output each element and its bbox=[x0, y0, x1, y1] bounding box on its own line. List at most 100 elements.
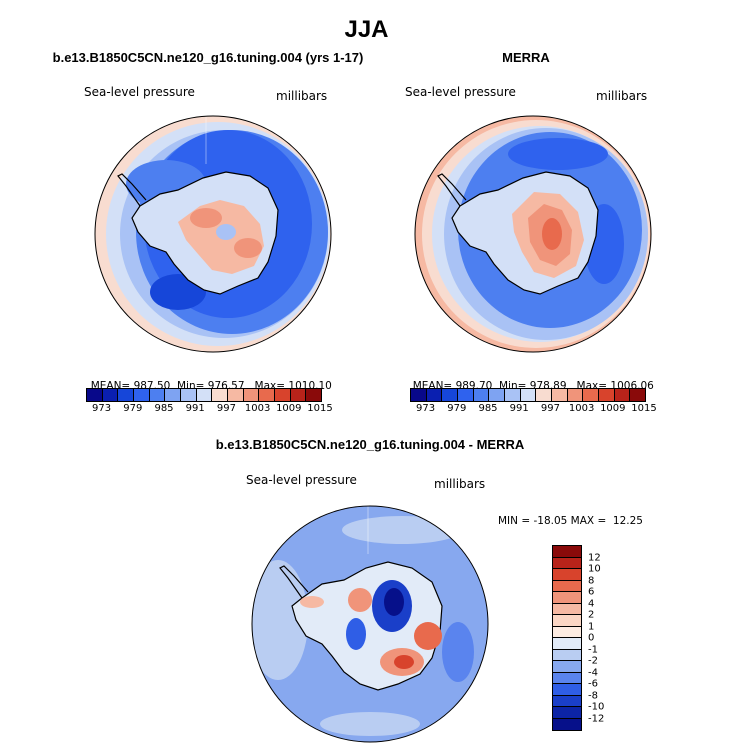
colorbar-swatch bbox=[87, 389, 103, 401]
colorbar-swatch bbox=[553, 569, 581, 581]
colorbar-swatch bbox=[259, 389, 276, 401]
colorbar-swatch bbox=[442, 389, 459, 401]
colorbar-swatch bbox=[553, 638, 581, 650]
colorbar-swatch bbox=[536, 389, 553, 401]
colorbar-tick-label: 0 bbox=[588, 632, 595, 644]
colorbar-swatch bbox=[275, 389, 291, 401]
colorbar-tick-label: 985 bbox=[478, 403, 498, 414]
colorbar-swatch bbox=[118, 389, 135, 401]
colorbar-swatch bbox=[520, 389, 537, 401]
colorbar-swatch bbox=[426, 389, 443, 401]
colorbar-swatch bbox=[149, 389, 166, 401]
colorbar-tick-label: 979 bbox=[447, 403, 467, 414]
panel-model-peninsula bbox=[117, 173, 147, 207]
colorbar-swatch bbox=[553, 707, 581, 719]
panel-diff-anomaly-neg-core bbox=[384, 588, 404, 616]
colorbar-tick-label: 973 bbox=[92, 403, 112, 414]
panel-diff-anomaly-neg-west bbox=[346, 618, 366, 650]
colorbar-swatch bbox=[553, 557, 581, 569]
panel-diff-colorbar-labels: 12 10 8 6 4 2 1 0 -1 -2 -4 -6 -8 -10 -12 bbox=[588, 545, 618, 731]
colorbar-swatch bbox=[614, 389, 631, 401]
panel-diff-light-north bbox=[342, 516, 462, 544]
panel-merra-colorbar-labels: 973 979 985 991 997 1003 1009 1015 bbox=[410, 403, 657, 417]
colorbar-swatch bbox=[243, 389, 260, 401]
panel-diff-title: b.e13.B1850C5CN.ne120_g16.tuning.004 - M… bbox=[215, 437, 525, 452]
colorbar-tick-label: -4 bbox=[588, 667, 598, 678]
colorbar-swatch bbox=[553, 661, 581, 673]
panel-diff-polar-map bbox=[251, 504, 489, 743]
colorbar-swatch bbox=[228, 389, 244, 401]
colorbar-tick-label: 997 bbox=[216, 403, 236, 414]
colorbar-tick-label: 6 bbox=[588, 586, 595, 598]
colorbar-swatch bbox=[553, 626, 581, 638]
colorbar-swatch bbox=[212, 389, 229, 401]
colorbar-swatch bbox=[489, 389, 506, 401]
colorbar-tick-label: 12 bbox=[588, 552, 601, 563]
colorbar-tick-label: 1009 bbox=[276, 403, 302, 414]
colorbar-swatch bbox=[458, 389, 474, 401]
panel-merra-peninsula bbox=[437, 173, 467, 207]
panel-diff-dark-east bbox=[442, 622, 474, 682]
colorbar-swatch bbox=[553, 580, 581, 592]
colorbar-tick-label: 991 bbox=[509, 403, 529, 414]
colorbar-swatch bbox=[411, 389, 427, 401]
colorbar-swatch bbox=[599, 389, 615, 401]
colorbar-swatch bbox=[583, 389, 600, 401]
panel-model-interior-low bbox=[216, 224, 236, 240]
colorbar-tick-label: -2 bbox=[588, 655, 598, 667]
colorbar-swatch bbox=[553, 718, 581, 730]
panel-merra-map-border bbox=[414, 115, 652, 353]
colorbar-swatch bbox=[473, 389, 490, 401]
panel-merra-colorbar bbox=[410, 388, 646, 402]
colorbar-tick-label: 997 bbox=[540, 403, 560, 414]
colorbar-swatch bbox=[553, 672, 581, 684]
colorbar-swatch bbox=[181, 389, 197, 401]
colorbar-swatch bbox=[553, 684, 581, 696]
panel-merra-variable-label: Sea-level pressure bbox=[405, 85, 516, 99]
colorbar-swatch bbox=[553, 695, 581, 707]
colorbar-swatch bbox=[134, 389, 150, 401]
panel-diff-light-west bbox=[252, 560, 308, 680]
panel-merra-polar-map bbox=[414, 115, 652, 353]
colorbar-tick-label: -10 bbox=[588, 701, 605, 713]
panel-model-units-label: millibars bbox=[276, 89, 328, 103]
panel-model-colorbar-labels: 973 979 985 991 997 1003 1009 1015 bbox=[86, 403, 333, 417]
colorbar-tick-label: 1003 bbox=[568, 403, 595, 414]
panel-diff-minmax: MIN = -18.05 MAX = 12.25 bbox=[498, 515, 643, 527]
colorbar-tick-label: 985 bbox=[154, 403, 174, 414]
colorbar-swatch bbox=[553, 603, 581, 615]
colorbar-swatch bbox=[567, 389, 584, 401]
panel-merra-units-label: millibars bbox=[596, 89, 648, 103]
colorbar-swatch bbox=[552, 389, 568, 401]
panel-diff-colorbar bbox=[552, 545, 582, 731]
colorbar-swatch bbox=[306, 389, 322, 401]
colorbar-swatch bbox=[290, 389, 307, 401]
colorbar-tick-label: -12 bbox=[588, 713, 605, 724]
panel-merra-title: MERRA bbox=[502, 50, 550, 65]
colorbar-tick-label: -6 bbox=[588, 678, 598, 690]
colorbar-tick-label: 979 bbox=[123, 403, 143, 414]
colorbar-tick-label: -1 bbox=[588, 644, 598, 655]
panel-diff-anomaly-pos-peninsula bbox=[300, 596, 324, 608]
colorbar-swatch bbox=[165, 389, 182, 401]
panel-diff-peninsula bbox=[279, 565, 309, 599]
panel-diff-anomaly-pos-north bbox=[348, 588, 372, 612]
panel-diff-light-south bbox=[320, 712, 420, 736]
panel-diff-variable-label: Sea-level pressure bbox=[246, 473, 357, 487]
panel-diff-anomaly-pos-south-core bbox=[394, 655, 414, 669]
panel-merra-high-peak bbox=[542, 218, 562, 250]
colorbar-tick-label: 1015 bbox=[307, 403, 333, 414]
panel-model-polar-map bbox=[94, 115, 332, 353]
panel-model-map-border bbox=[94, 115, 332, 353]
colorbar-tick-label: 1015 bbox=[631, 403, 657, 414]
figure-title: JJA bbox=[344, 16, 389, 43]
colorbar-swatch bbox=[505, 389, 521, 401]
colorbar-tick-label: 4 bbox=[588, 598, 595, 609]
colorbar-swatch bbox=[553, 615, 581, 627]
colorbar-swatch bbox=[553, 649, 581, 661]
colorbar-swatch bbox=[102, 389, 119, 401]
colorbar-tick-label: -8 bbox=[588, 690, 598, 701]
colorbar-swatch bbox=[553, 592, 581, 604]
colorbar-tick-label: 1003 bbox=[244, 403, 271, 414]
colorbar-tick-label: 8 bbox=[588, 575, 595, 586]
